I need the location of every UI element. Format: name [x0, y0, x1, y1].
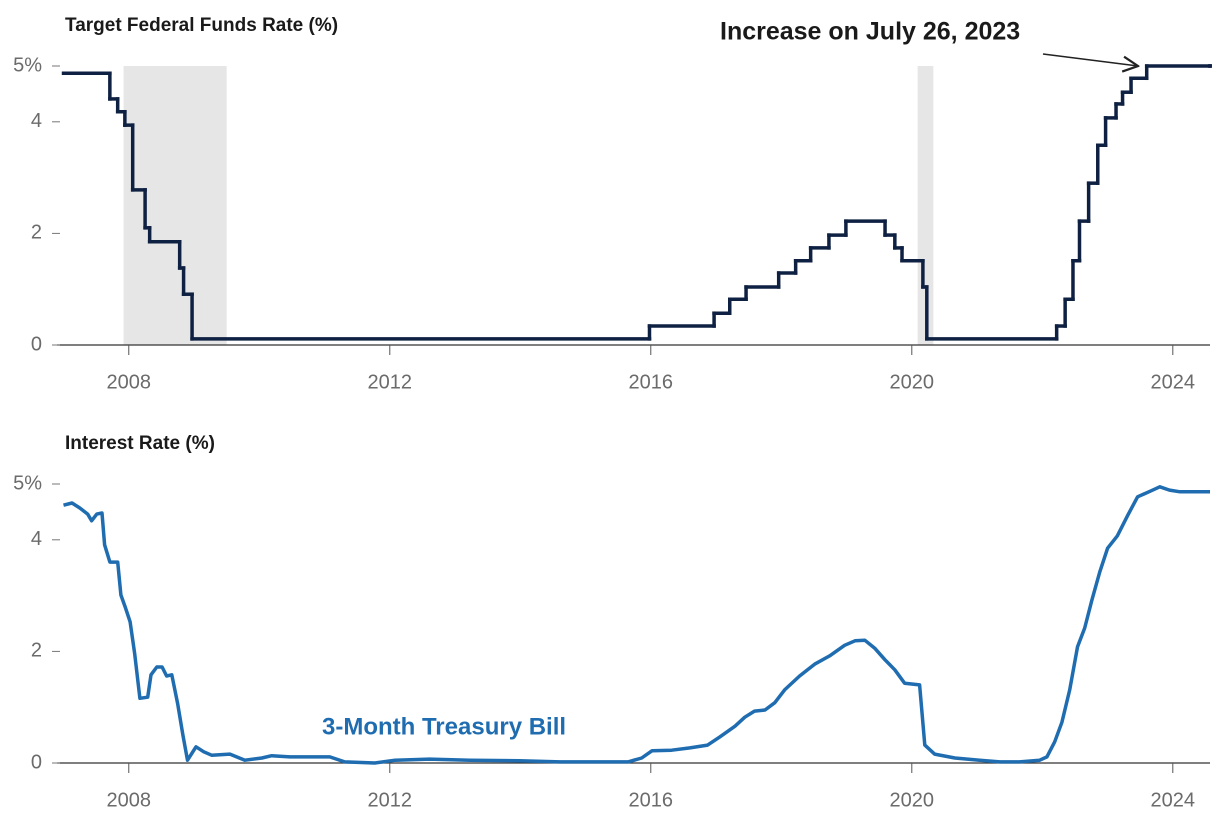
x-tick-label: 2012: [368, 371, 413, 393]
y-tick-label: 4: [31, 528, 42, 550]
y-tick-label: 0: [31, 333, 42, 355]
x-tick-label: 2012: [368, 789, 413, 811]
x-tick-label: 2024: [1151, 789, 1196, 811]
annotation: Increase on July 26, 2023: [720, 18, 1020, 46]
y-tick-label: 2: [31, 222, 42, 244]
x-tick-label: 2008: [107, 371, 152, 393]
annotation-arrow: [1042, 53, 1138, 66]
x-tick-label: 2020: [890, 789, 935, 811]
y-tick-label: 2: [31, 640, 42, 662]
x-tick-label: 2008: [107, 789, 152, 811]
x-tick-label: 2024: [1151, 371, 1196, 393]
recession-shade: [123, 66, 227, 345]
y-tick-label: 5%: [13, 472, 42, 494]
x-tick-label: 2020: [890, 371, 935, 393]
x-tick-label: 2016: [629, 789, 674, 811]
y-tick-label: 5%: [13, 54, 42, 76]
y-tick-label: 0: [31, 751, 42, 773]
data-line: [63, 485, 1210, 765]
series-label: 3-Month Treasury Bill: [322, 713, 566, 740]
chart-title: Target Federal Funds Rate (%): [65, 15, 338, 36]
y-tick-label: 4: [31, 110, 42, 132]
chart-title: Interest Rate (%): [65, 433, 215, 454]
x-tick-label: 2016: [629, 371, 674, 393]
